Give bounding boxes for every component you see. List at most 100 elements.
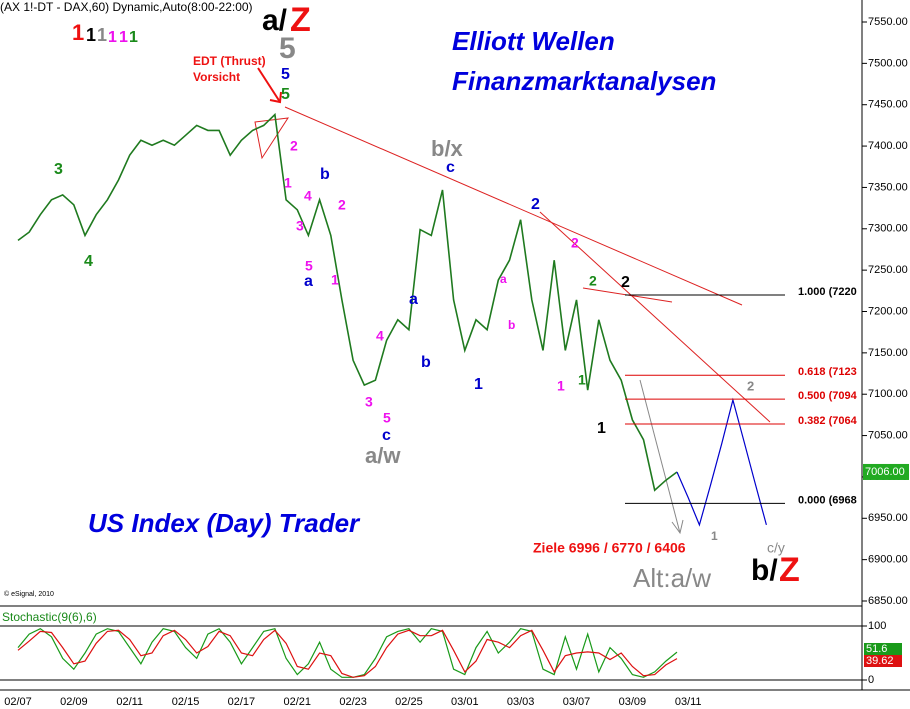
wave-label: 4 — [304, 188, 312, 204]
wave-label: a — [500, 272, 507, 286]
fib-label: 0.500 (7094 — [798, 390, 858, 402]
y-tick-label: 7200.00 — [868, 305, 908, 317]
arrow-head — [671, 519, 684, 535]
wave-label: 2 — [571, 235, 579, 251]
wave-label: 2 — [290, 138, 298, 154]
wave-label: Vorsicht — [193, 70, 240, 84]
wave-label: Elliott Wellen — [452, 26, 615, 56]
x-tick-label: 03/01 — [451, 696, 479, 708]
wave-label: Ziele 6996 / 6770 / 6406 — [533, 540, 686, 556]
x-tick-label: 03/11 — [675, 696, 702, 708]
y-tick-label: 100 — [868, 620, 886, 632]
wave-label: 2 — [589, 273, 597, 289]
wave-label: 1 — [597, 420, 606, 437]
x-tick-label: 03/09 — [619, 696, 647, 708]
wave-label: 1 — [108, 29, 117, 46]
trend-line — [539, 211, 771, 423]
wave-label: Alt:a/w — [633, 563, 711, 593]
wave-label: 2 — [338, 197, 346, 213]
y-tick-label: 7350.00 — [868, 181, 908, 193]
indicator-title: Stochastic(9(6),6) — [2, 610, 97, 624]
wave-label: c/y — [767, 540, 785, 556]
y-tick-label: 7500.00 — [868, 57, 908, 69]
y-tick-label: 7450.00 — [868, 99, 908, 111]
x-tick-label: 02/09 — [60, 696, 88, 708]
fib-label: 0.382 (7064 — [798, 415, 858, 427]
wave-label: 5 — [383, 410, 391, 426]
x-tick-label: 03/03 — [507, 696, 535, 708]
y-tick-label: 6850.00 — [868, 595, 908, 607]
wave-label: 4 — [376, 328, 384, 344]
wave-label: 1 — [711, 529, 718, 543]
wave-label: US Index (Day) Trader — [88, 508, 361, 538]
arrow — [639, 379, 681, 534]
value-label: 51.6 — [866, 643, 887, 655]
wave-label: c — [382, 427, 391, 444]
fib-label: 0.000 (6968 — [798, 494, 857, 506]
projection-line — [676, 397, 767, 527]
y-tick-label: 7400.00 — [868, 140, 908, 152]
y-tick-label: 7250.00 — [868, 264, 908, 276]
fib-label: 0.618 (7123 — [798, 366, 857, 378]
fib-label: 1.000 (7220 — [798, 286, 857, 298]
value-label: 39.62 — [866, 655, 894, 667]
wave-label: b/ — [751, 554, 778, 587]
x-tick-label: 02/21 — [283, 696, 311, 708]
arrow — [257, 67, 281, 103]
credit: © eSignal, 2010 — [4, 590, 54, 598]
wave-label: 1 — [284, 175, 292, 191]
x-tick-label: 03/07 — [563, 696, 591, 708]
y-tick-label: 7150.00 — [868, 347, 908, 359]
wave-label: 3 — [365, 394, 373, 410]
wave-label: c — [446, 159, 455, 176]
wave-label: 3 — [54, 161, 63, 178]
price-marker — [863, 463, 909, 480]
wave-label: 1 — [331, 272, 339, 288]
wave-label: Z — [779, 551, 800, 589]
y-tick-label: 7050.00 — [868, 429, 908, 441]
wave-label: a/w — [365, 443, 401, 468]
wave-label: 4 — [84, 253, 93, 270]
wave-label: 1 — [474, 376, 483, 393]
wave-label: 5 — [281, 86, 290, 103]
x-tick-label: 02/11 — [116, 696, 143, 708]
price-line — [17, 112, 678, 492]
wave-label: Z — [290, 1, 311, 39]
wave-label: b/x — [431, 136, 464, 161]
wave-label: 2 — [747, 378, 754, 393]
wave-label: 5 — [305, 258, 313, 274]
wave-label: 1 — [119, 29, 128, 46]
chart-header: (AX 1!-DT - DAX,60) Dynamic,Auto(8:00-22… — [0, 0, 253, 14]
wave-label: 2 — [621, 274, 630, 291]
y-tick-label: 0 — [868, 674, 874, 686]
wave-label: EDT (Thrust) — [193, 54, 266, 68]
wave-label: a/ — [262, 4, 288, 37]
stochastic-line — [17, 627, 678, 678]
x-tick-label: 02/07 — [4, 696, 32, 708]
wave-label: 1 — [86, 25, 96, 45]
trend-line — [284, 106, 743, 306]
price-marker-label: 7006.00 — [865, 466, 905, 478]
x-tick-label: 02/15 — [172, 696, 200, 708]
x-tick-label: 02/25 — [395, 696, 423, 708]
wave-label: 1 — [557, 378, 565, 394]
wave-label: 1 — [129, 29, 138, 46]
x-tick-label: 02/17 — [228, 696, 256, 708]
wave-label: 2 — [531, 196, 540, 213]
wave-label: b — [508, 318, 515, 332]
y-tick-label: 7100.00 — [868, 388, 908, 400]
y-tick-label: 6950.00 — [868, 512, 908, 524]
wave-label: a — [304, 273, 313, 290]
y-tick-label: 7550.00 — [868, 16, 908, 28]
y-tick-label: 7300.00 — [868, 223, 908, 235]
wave-label: a — [409, 291, 418, 308]
x-tick-label: 02/23 — [339, 696, 367, 708]
wave-label: Finanzmarktanalysen — [452, 66, 716, 96]
wave-label: b — [421, 354, 431, 371]
y-tick-label: 6900.00 — [868, 554, 908, 566]
wave-label: 1 — [72, 20, 84, 45]
wave-label: 1 — [97, 25, 107, 45]
wave-label: 5 — [279, 32, 296, 65]
